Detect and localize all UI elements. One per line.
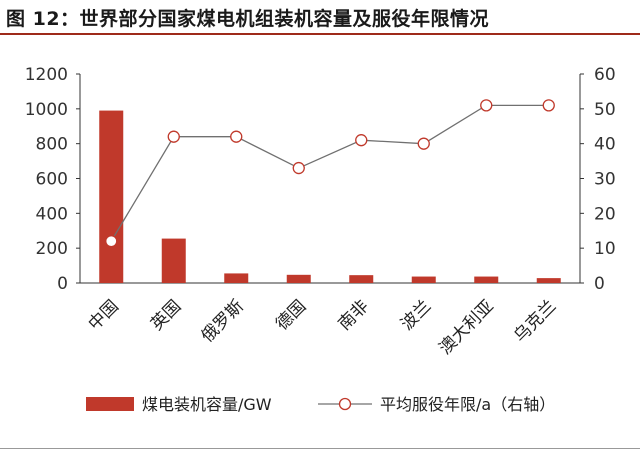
line-point-5 bbox=[355, 134, 368, 147]
line-point-8 bbox=[542, 99, 555, 112]
line-point-1 bbox=[105, 235, 118, 248]
legend-line-marker bbox=[338, 397, 352, 411]
line-point-6 bbox=[417, 137, 430, 150]
title-divider bbox=[0, 33, 640, 35]
line-point-3 bbox=[230, 130, 243, 143]
right-tick-label: 50 bbox=[594, 100, 616, 120]
right-tick-label: 60 bbox=[594, 65, 616, 85]
x-tick-label: 德国 bbox=[272, 296, 310, 334]
chart-title: 图 12：世界部分国家煤电机组装机容量及服役年限情况 bbox=[6, 8, 490, 30]
line-series bbox=[110, 104, 549, 242]
right-tick-label: 0 bbox=[594, 274, 605, 294]
legend-line-label: 平均服役年限/a（右轴） bbox=[380, 395, 555, 414]
bar-8 bbox=[536, 278, 561, 283]
x-tick-label: 澳大利亚 bbox=[436, 296, 498, 358]
bar-6 bbox=[411, 276, 436, 283]
bar-4 bbox=[286, 274, 311, 283]
bar-2 bbox=[161, 238, 186, 283]
right-tick-label: 20 bbox=[594, 204, 616, 224]
bar-1 bbox=[99, 110, 124, 283]
legend-bar-label: 煤电装机容量/GW bbox=[142, 395, 272, 414]
right-tick-label: 40 bbox=[594, 135, 616, 155]
left-tick-label: 800 bbox=[36, 135, 68, 155]
left-tick-label: 1000 bbox=[25, 100, 68, 120]
right-tick-label: 30 bbox=[594, 170, 616, 190]
x-tick-label: 乌克兰 bbox=[510, 296, 560, 346]
bar-3 bbox=[224, 273, 249, 283]
line-point-2 bbox=[167, 130, 180, 143]
x-tick-label: 俄罗斯 bbox=[198, 296, 248, 346]
x-tick-label: 南非 bbox=[335, 296, 373, 334]
left-tick-label: 0 bbox=[57, 274, 68, 294]
line-point-7 bbox=[480, 99, 493, 112]
legend-bar-swatch bbox=[86, 397, 134, 411]
x-tick-label: 英国 bbox=[147, 296, 185, 334]
bar-5 bbox=[349, 275, 374, 283]
line-point-4 bbox=[292, 161, 305, 175]
left-tick-label: 200 bbox=[36, 239, 68, 259]
x-tick-label: 中国 bbox=[85, 296, 123, 334]
left-tick-label: 1200 bbox=[25, 65, 68, 85]
left-tick-label: 600 bbox=[36, 170, 68, 190]
x-tick-label: 波兰 bbox=[397, 296, 435, 334]
right-tick-label: 10 bbox=[594, 239, 616, 259]
left-tick-label: 400 bbox=[36, 204, 68, 224]
bar-7 bbox=[474, 276, 499, 283]
footer-divider bbox=[0, 448, 640, 449]
